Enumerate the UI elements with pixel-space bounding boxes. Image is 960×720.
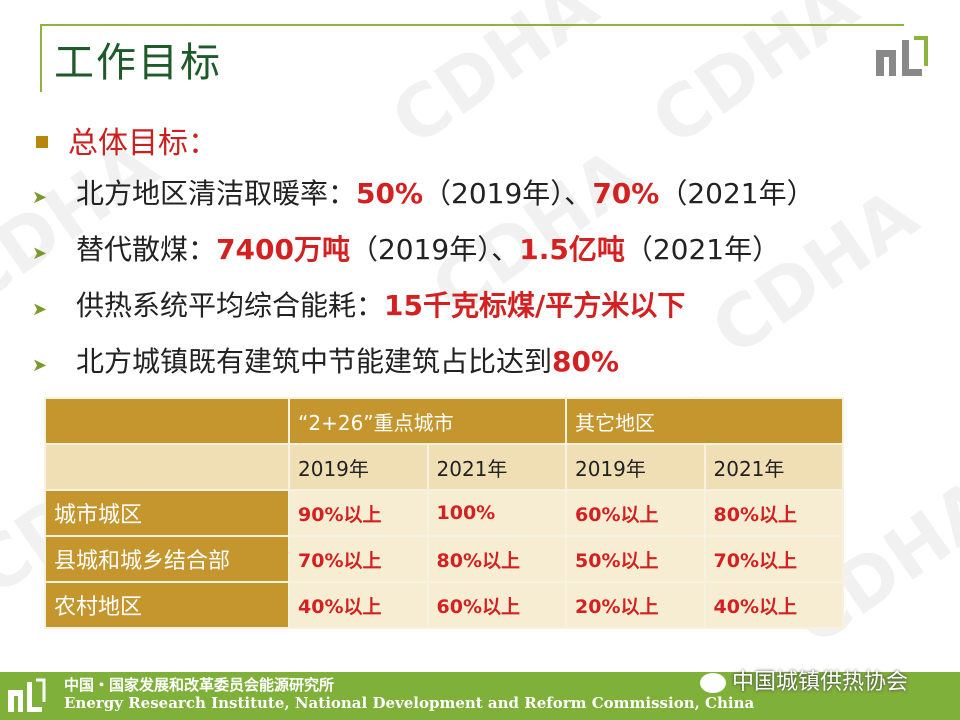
group-header-key-cities: “2+26”重点城市 (288, 397, 567, 445)
table-cell: 20%以上 (565, 581, 706, 629)
table-cell: 100% (426, 489, 567, 537)
goal-text: （2021年） (659, 177, 815, 210)
table-cell: 60%以上 (426, 581, 567, 629)
footer-org-english: Energy Research Institute, National Deve… (64, 694, 755, 712)
goal-highlight-value: 7400万吨 (216, 233, 350, 266)
table-header-row: “2+26”重点城市 其它地区 (44, 397, 844, 445)
goal-text: 供热系统平均综合能耗： (76, 289, 385, 322)
goal-highlight-value: 50% (356, 177, 424, 210)
wechat-account-label: 中国城镇供热协会 (700, 664, 908, 696)
table-year-row: 2019年 2021年 2019年 2021年 (44, 443, 844, 491)
wechat-account-name: 中国城镇供热协会 (732, 670, 909, 695)
goal-text: （2019年）、 (349, 233, 520, 266)
goal-text: （2019年）、 (423, 177, 593, 210)
goal-text: 替代散煤： (76, 233, 217, 266)
page-title: 工作目标 (54, 40, 222, 86)
year-header: 2019年 (288, 443, 429, 491)
overall-goals-heading: 总体目标： (36, 118, 218, 162)
table-cell: 50%以上 (565, 535, 706, 583)
goal-item: ➤ 替代散煤：7400万吨（2019年）、1.5亿吨（2021年） (32, 228, 780, 268)
arrow-bullet-icon: ➤ (32, 243, 48, 264)
goal-highlight-value: 80% (552, 345, 620, 378)
row-label: 农村地区 (44, 581, 290, 629)
targets-table: “2+26”重点城市 其它地区 2019年 2021年 2019年 2021年 … (44, 397, 844, 629)
row-label: 城市城区 (44, 489, 290, 537)
institute-logo-icon (8, 678, 46, 712)
table-cell: 90%以上 (288, 489, 429, 537)
row-label: 县城和城乡结合部 (44, 535, 290, 583)
year-header: 2021年 (426, 443, 567, 491)
institute-logo-icon (876, 36, 928, 76)
overall-goals-label: 总体目标： (68, 126, 218, 161)
year-header: 2021年 (703, 443, 844, 491)
goal-highlight-value: 15千克标煤/平方米以下 (384, 289, 686, 322)
table-year-corner-cell (44, 443, 290, 491)
table-cell: 40%以上 (703, 581, 844, 629)
wechat-icon (700, 673, 726, 693)
footer-org-chinese: 中国・国家发展和改革委员会能源研究所 (64, 676, 335, 694)
goal-text: （2021年） (624, 233, 781, 266)
table-corner-cell (44, 397, 290, 445)
goal-item: ➤ 供热系统平均综合能耗：15千克标煤/平方米以下 (32, 284, 685, 324)
arrow-bullet-icon: ➤ (32, 187, 48, 208)
goal-text: 北方地区清洁取暖率： (76, 177, 357, 210)
title-frame (40, 24, 904, 92)
arrow-bullet-icon: ➤ (32, 299, 48, 320)
table-cell: 70%以上 (703, 535, 844, 583)
goal-highlight-value: 1.5亿吨 (519, 233, 625, 266)
table-cell: 40%以上 (288, 581, 429, 629)
table-row: 农村地区 40%以上 60%以上 20%以上 40%以上 (44, 581, 844, 629)
goal-text: 北方城镇既有建筑中节能建筑占比达到 (76, 345, 553, 378)
table-row: 县城和城乡结合部 70%以上 80%以上 50%以上 70%以上 (44, 535, 844, 583)
goal-item: ➤ 北方地区清洁取暖率：50%（2019年）、70%（2021年） (32, 172, 815, 212)
goal-highlight-value: 70% (592, 177, 660, 210)
arrow-bullet-icon: ➤ (32, 355, 48, 376)
table-row: 城市城区 90%以上 100% 60%以上 80%以上 (44, 489, 844, 537)
footer-bar: 中国・国家发展和改革委员会能源研究所 Energy Research Insti… (0, 672, 960, 720)
year-header: 2019年 (565, 443, 706, 491)
square-bullet-icon (36, 135, 48, 148)
group-header-other-regions: 其它地区 (565, 397, 844, 445)
goal-item: ➤ 北方城镇既有建筑中节能建筑占比达到80% (32, 340, 619, 380)
table-cell: 80%以上 (426, 535, 567, 583)
table-cell: 60%以上 (565, 489, 706, 537)
table-cell: 70%以上 (288, 535, 429, 583)
table-cell: 80%以上 (703, 489, 844, 537)
